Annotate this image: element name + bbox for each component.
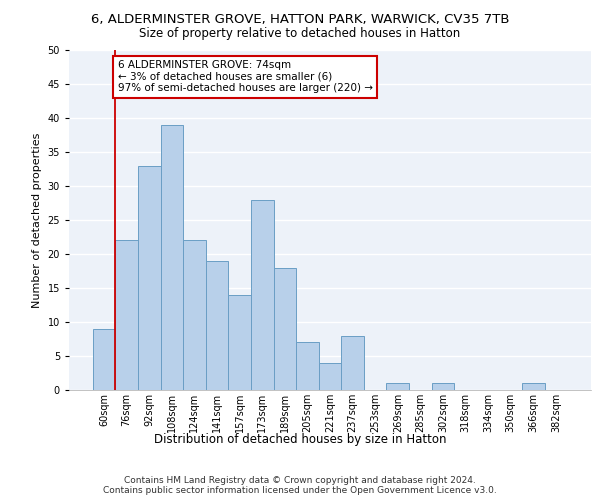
Text: 6, ALDERMINSTER GROVE, HATTON PARK, WARWICK, CV35 7TB: 6, ALDERMINSTER GROVE, HATTON PARK, WARW…	[91, 12, 509, 26]
Bar	[386, 383, 409, 390]
Bar	[431, 383, 454, 390]
Bar	[229, 295, 251, 390]
Text: 6 ALDERMINSTER GROVE: 74sqm
← 3% of detached houses are smaller (6)
97% of semi-: 6 ALDERMINSTER GROVE: 74sqm ← 3% of deta…	[118, 60, 373, 94]
Bar	[296, 342, 319, 390]
Bar	[138, 166, 161, 390]
Text: Contains HM Land Registry data © Crown copyright and database right 2024.
Contai: Contains HM Land Registry data © Crown c…	[103, 476, 497, 495]
Bar	[206, 261, 229, 390]
Bar	[522, 383, 545, 390]
Bar	[183, 240, 206, 390]
Bar	[251, 200, 274, 390]
Bar	[274, 268, 296, 390]
Bar	[319, 363, 341, 390]
Bar	[115, 240, 138, 390]
Y-axis label: Number of detached properties: Number of detached properties	[32, 132, 42, 308]
Bar	[341, 336, 364, 390]
Bar	[161, 125, 183, 390]
Text: Size of property relative to detached houses in Hatton: Size of property relative to detached ho…	[139, 28, 461, 40]
Text: Distribution of detached houses by size in Hatton: Distribution of detached houses by size …	[154, 432, 446, 446]
Bar	[93, 329, 115, 390]
